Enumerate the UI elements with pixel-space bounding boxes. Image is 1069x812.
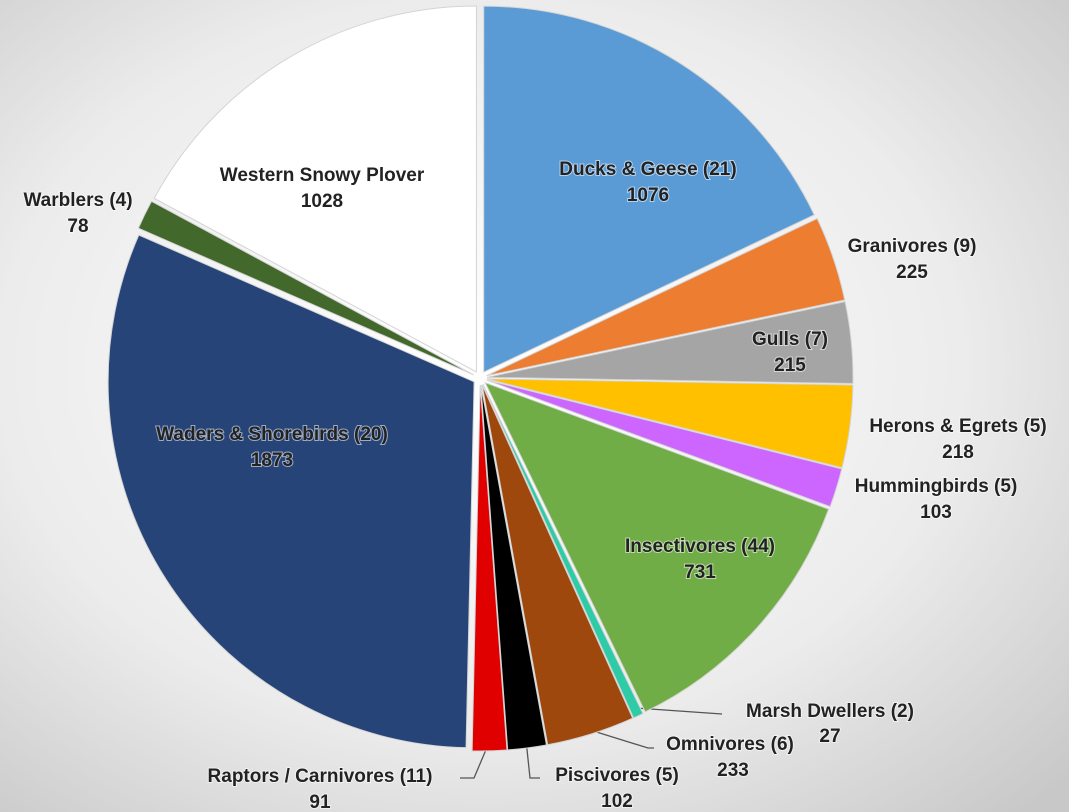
slices [107,5,854,752]
slice-label: Raptors / Carnivores (11) [208,766,433,787]
slice-label: Hummingbirds (5) [855,476,1018,497]
leader-line [460,744,489,779]
slice-label: Marsh Dwellers (2) [746,701,914,722]
slice-value: 102 [601,791,633,812]
slice-label: Granivores (9) [848,236,977,257]
pie-slice [486,217,846,377]
pie-slice [153,5,477,373]
pie-slice [471,384,508,752]
slice-value: 1028 [301,191,343,212]
labels: Ducks & Geese (21) 1076 Granivores (9) 225 G… [22,158,1047,812]
slice-value: 78 [67,216,88,237]
slice-label: Western Snowy Plover [220,165,425,186]
pie-slice [484,381,830,713]
slice-value: 1873 [251,450,293,471]
pie-slice [486,301,854,384]
slice-value: 225 [896,262,928,283]
pie-slice [486,379,843,508]
pie-slice [107,234,475,749]
slice-value: 731 [684,562,716,583]
slice-label: Warblers (4) [23,190,132,211]
pie-slice [483,5,815,373]
slice-label: Piscivores (5) [555,765,679,786]
slice-value: 91 [309,792,331,812]
slice-label: Omnivores (6) [666,734,794,755]
pie-slice [482,384,644,719]
leader-line [589,729,654,749]
pie-slice [137,200,474,376]
slice-value: 103 [920,502,952,523]
slice-label: Insectivores (44) [625,536,775,557]
slice-value: 215 [774,355,806,376]
pie-slice [481,384,634,746]
slice-label: Herons & Egrets (5) [869,416,1046,437]
slice-value: 27 [819,726,840,747]
slice-label: Waders & Shorebirds (20) [156,424,388,445]
slice-value: 218 [942,442,974,463]
slice-value: 1076 [627,185,669,206]
leader-line [525,739,540,779]
slice-label: Gulls (7) [752,329,828,350]
slice-value: 233 [717,760,749,781]
slice-label: Ducks & Geese (21) [559,159,736,180]
pie-slice [480,384,548,751]
pie-slice [486,378,854,469]
